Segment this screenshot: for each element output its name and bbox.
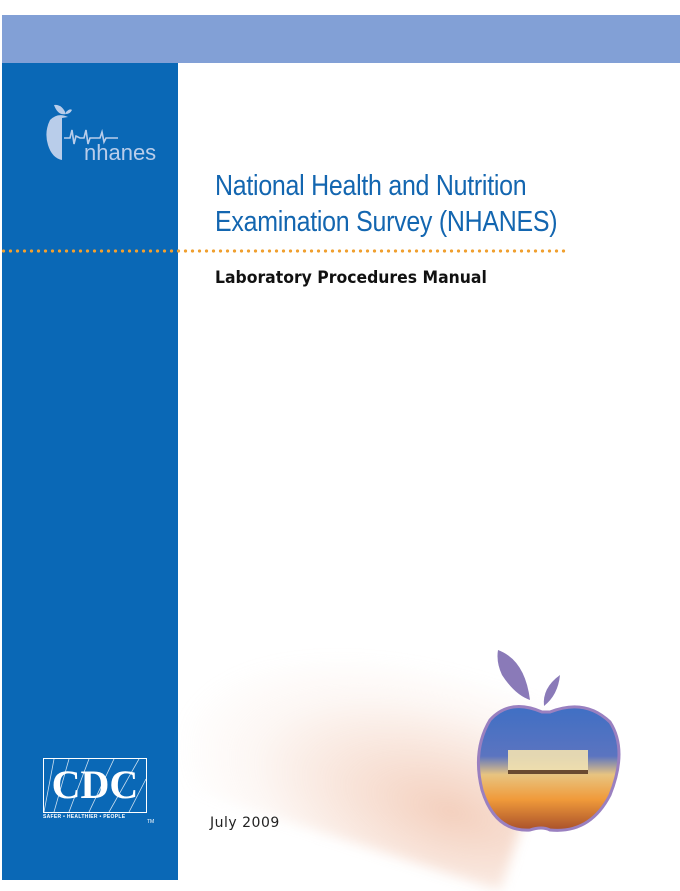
document-title: National Health and Nutrition Examinatio… xyxy=(215,168,558,240)
cdc-tagline: SAFER • HEALTHIER • PEOPLE xyxy=(43,814,126,820)
cdc-logo-text: CDC xyxy=(51,762,139,807)
dotted-divider xyxy=(0,249,566,253)
title-line-1: National Health and Nutrition xyxy=(215,170,527,202)
trademark-mark: TM xyxy=(147,819,155,825)
top-band xyxy=(2,15,680,63)
cdc-logo: CDC xyxy=(43,758,147,813)
apple-heartbeat-icon xyxy=(46,104,118,160)
publication-date: July 2009 xyxy=(210,815,280,831)
nhanes-logo-text: nhanes xyxy=(84,140,157,165)
sunburst-lines-icon xyxy=(44,759,146,812)
apple-image-icon xyxy=(476,650,621,832)
document-subtitle: Laboratory Procedures Manual xyxy=(215,268,487,288)
title-line-2: Examination Survey (NHANES) xyxy=(215,206,558,238)
nhanes-logo: nhanes xyxy=(44,100,157,170)
sidebar-panel xyxy=(2,63,178,880)
